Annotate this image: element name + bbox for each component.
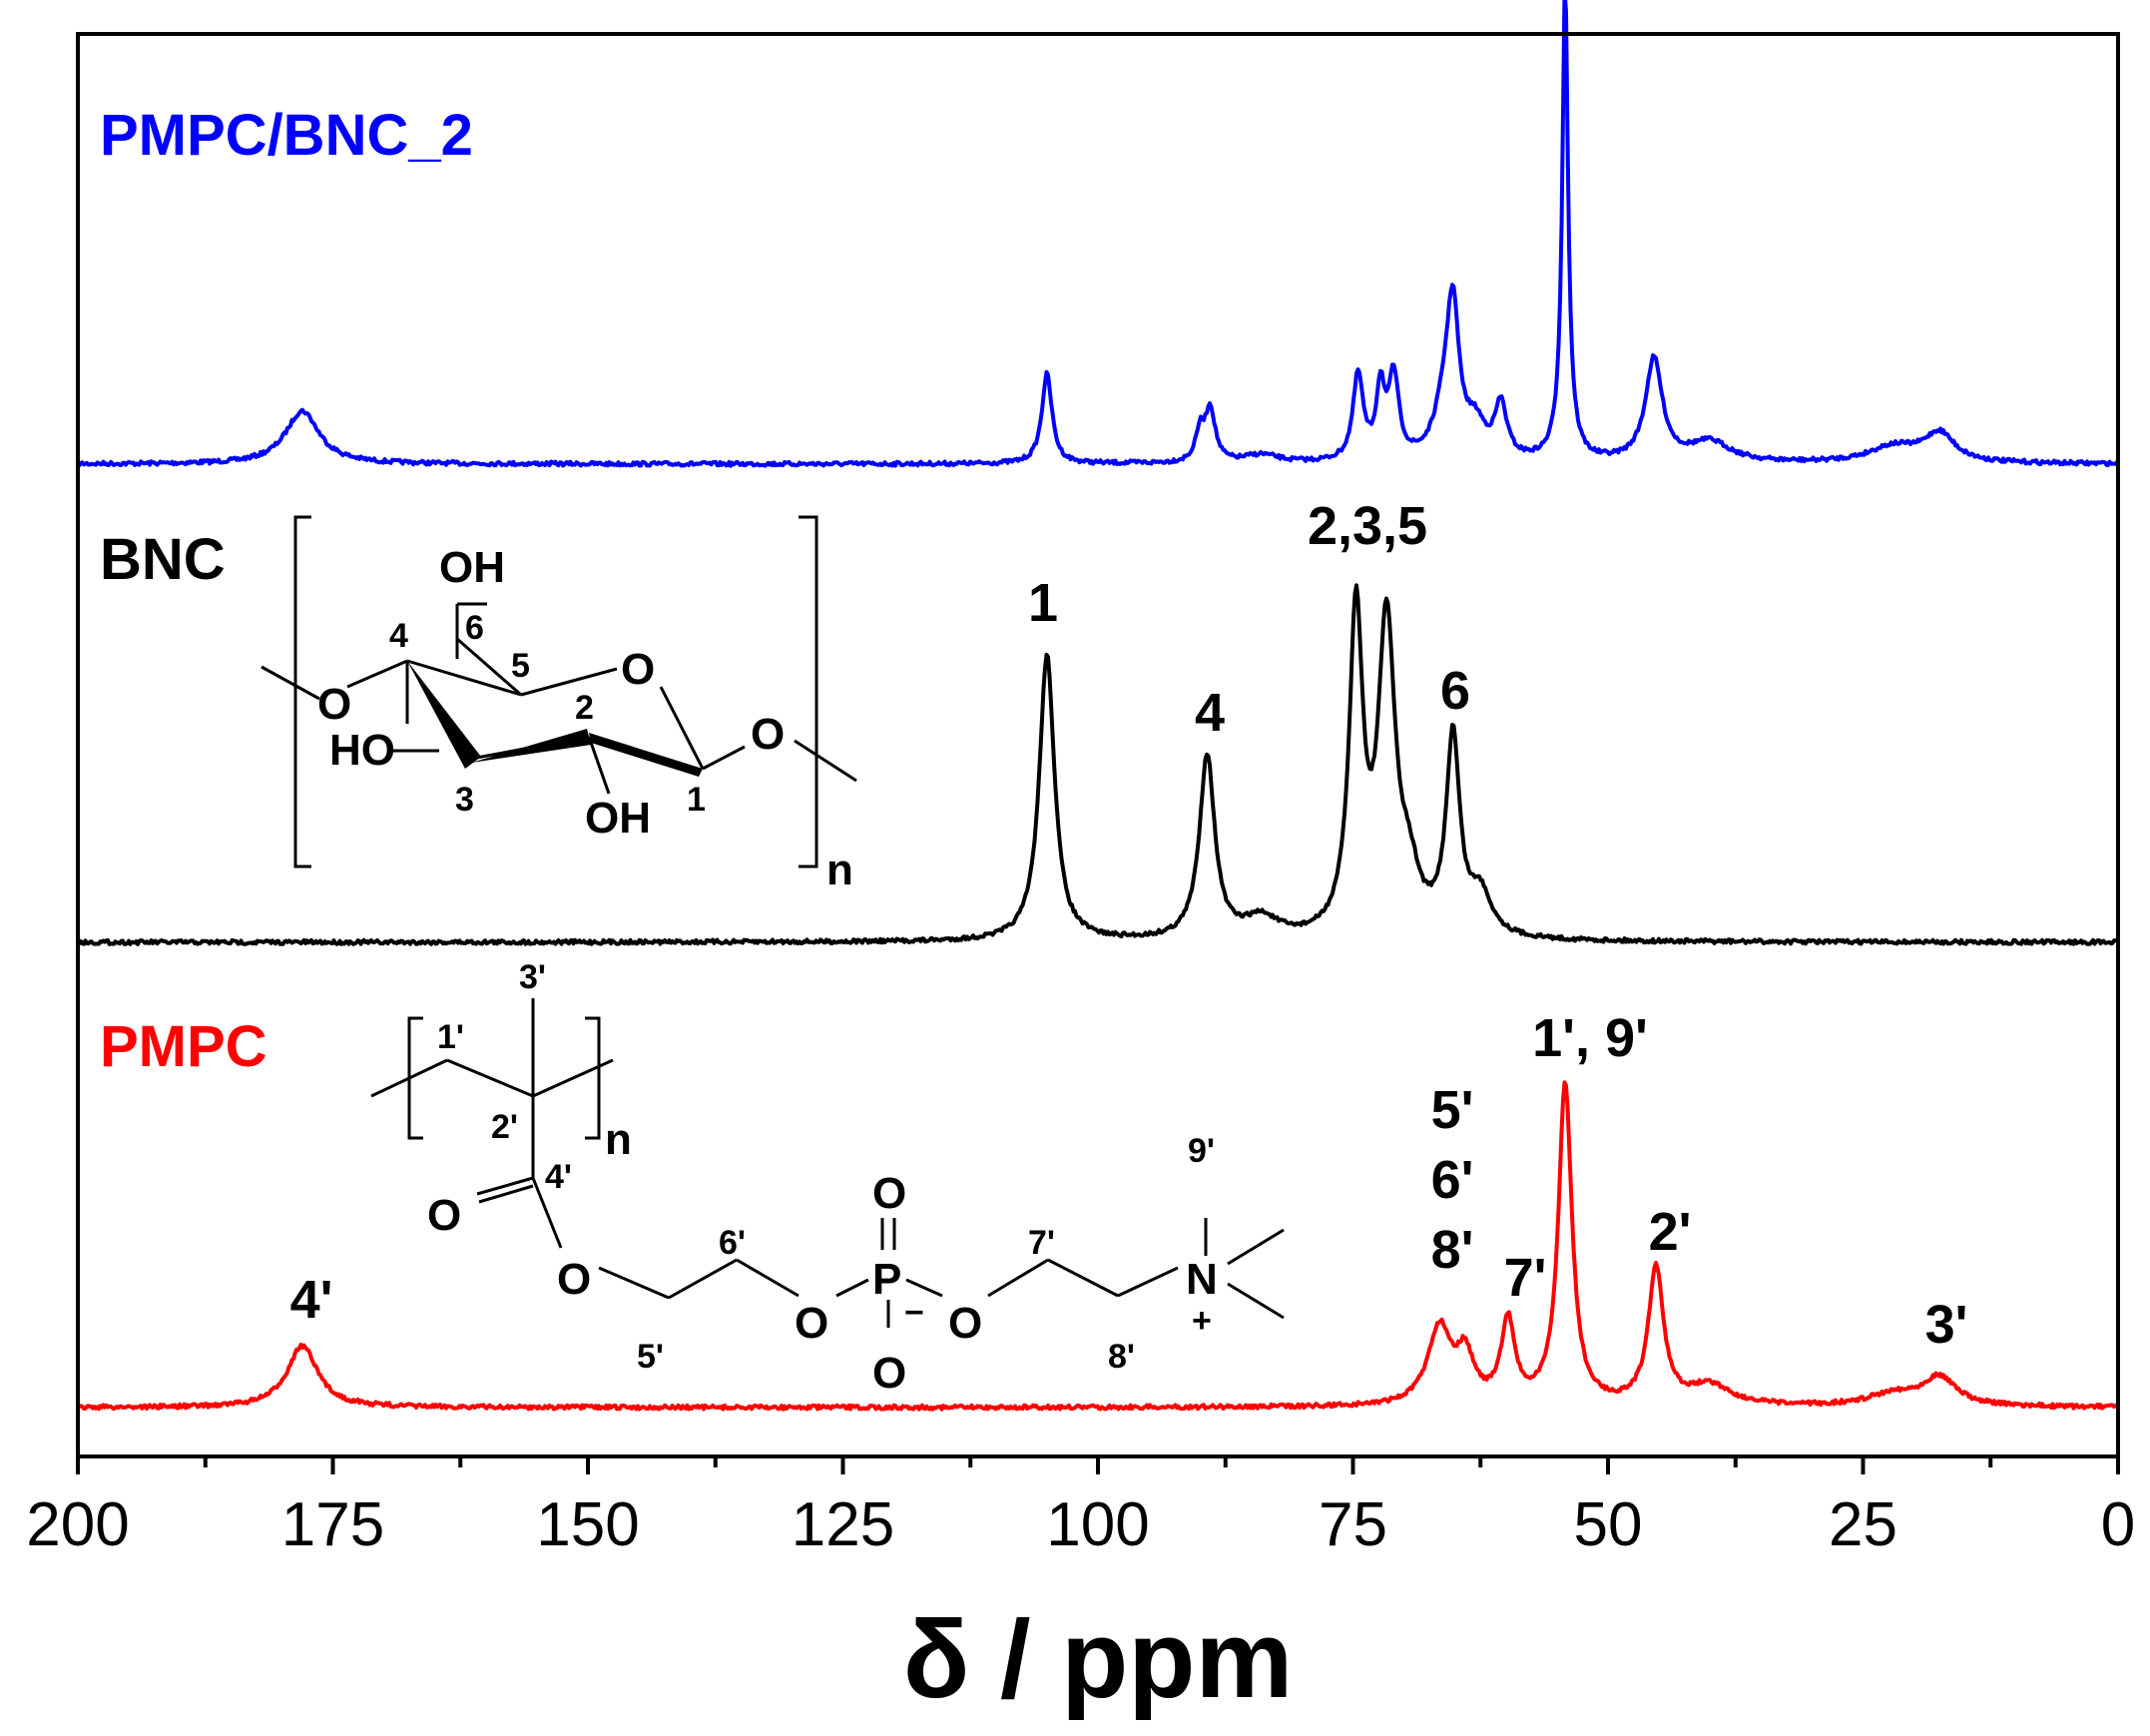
peak-label-bnc-6: 6 (1440, 661, 1470, 721)
peak-label-pmpc-2p: 2' (1649, 1202, 1692, 1262)
cellulose-structure (261, 515, 857, 868)
svg-text:P: P (872, 1255, 901, 1304)
svg-text:HO: HO (329, 726, 395, 775)
peak-labels: 1 4 2,3,5 6 4' 5' 6' 8' 7' 1', 9' 2' 3' (290, 496, 1968, 1355)
svg-text:−: − (904, 1294, 924, 1332)
peak-label-pmpc-5p: 5' (1431, 1080, 1474, 1140)
series-label-bnc: BNC (100, 527, 226, 592)
spectrum-line-pmpc-bnc-2 (76, 0, 2119, 468)
pmpc-labels: 3' 1' 2' n 4' O O 6' 5' O O P − O O 7' 8… (427, 958, 1218, 1398)
svg-text:2: 2 (575, 689, 594, 727)
peak-label-bnc-4: 4 (1195, 683, 1225, 743)
cellulose-labels: OH O O O HO OH 4 6 5 2 3 1 n (317, 543, 853, 894)
svg-text:OH: OH (585, 794, 651, 843)
x-tick-label: 75 (1319, 1490, 1387, 1559)
x-axis-ticks: 200 175 150 125 100 75 50 25 0 (26, 1456, 2135, 1559)
svg-text:4': 4' (545, 1158, 572, 1196)
svg-text:1: 1 (687, 781, 706, 819)
x-tick-label: 25 (1829, 1490, 1897, 1559)
peak-label-pmpc-4p: 4' (290, 1270, 333, 1330)
svg-text:OH: OH (439, 543, 505, 592)
peak-label-pmpc-8p: 8' (1431, 1220, 1474, 1280)
pmpc-structure (370, 998, 1285, 1328)
svg-text:8': 8' (1108, 1338, 1135, 1376)
svg-text:6: 6 (465, 609, 484, 647)
svg-text:7': 7' (1028, 1224, 1055, 1262)
svg-text:O: O (872, 1349, 906, 1398)
svg-text:1': 1' (437, 1018, 464, 1056)
svg-text:6': 6' (719, 1224, 746, 1262)
x-tick-label: 50 (1574, 1490, 1643, 1559)
svg-text:O: O (427, 1191, 461, 1240)
svg-text:2': 2' (491, 1108, 518, 1146)
svg-text:O: O (872, 1169, 906, 1218)
svg-text:O: O (948, 1299, 982, 1348)
spectrum-line-bnc (77, 583, 2118, 946)
peak-label-pmpc-1p-9p: 1', 9' (1532, 1008, 1648, 1068)
svg-text:+: + (1192, 1302, 1212, 1340)
svg-text:n: n (826, 846, 853, 894)
spectra-traces (76, 0, 2119, 1412)
svg-text:O: O (751, 710, 785, 759)
peak-label-pmpc-6p: 6' (1431, 1150, 1474, 1210)
cellulose-wedges (407, 661, 703, 777)
svg-text:5': 5' (637, 1338, 664, 1376)
svg-text:9': 9' (1188, 1132, 1215, 1170)
x-tick-label: 175 (281, 1490, 384, 1559)
svg-text:4: 4 (389, 617, 408, 655)
peak-label-bnc-2-3-5: 2,3,5 (1308, 496, 1427, 556)
x-tick-label: 200 (26, 1490, 129, 1559)
x-tick-label: 125 (792, 1490, 894, 1559)
peak-label-pmpc-7p: 7' (1504, 1248, 1547, 1308)
svg-text:O: O (557, 1255, 591, 1304)
x-tick-label: 150 (536, 1490, 639, 1559)
svg-text:O: O (795, 1299, 828, 1348)
svg-text:3': 3' (519, 958, 546, 996)
svg-text:O: O (317, 680, 351, 729)
spectrum-line-pmpc (77, 1080, 2118, 1412)
svg-text:N: N (1186, 1255, 1218, 1304)
svg-text:3: 3 (455, 781, 474, 819)
series-label-pmpc-bnc-2: PMPC/BNC_2 (100, 103, 473, 168)
peak-label-bnc-1: 1 (1028, 573, 1058, 633)
x-axis-title: δ / ppm (903, 1598, 1294, 1721)
x-tick-label: 100 (1046, 1490, 1149, 1559)
svg-text:5: 5 (511, 647, 530, 685)
svg-text:n: n (605, 1115, 632, 1164)
series-label-pmpc: PMPC (100, 1014, 268, 1079)
peak-label-pmpc-3p: 3' (1925, 1295, 1968, 1355)
x-tick-label: 0 (2101, 1490, 2135, 1559)
svg-text:O: O (621, 645, 655, 694)
